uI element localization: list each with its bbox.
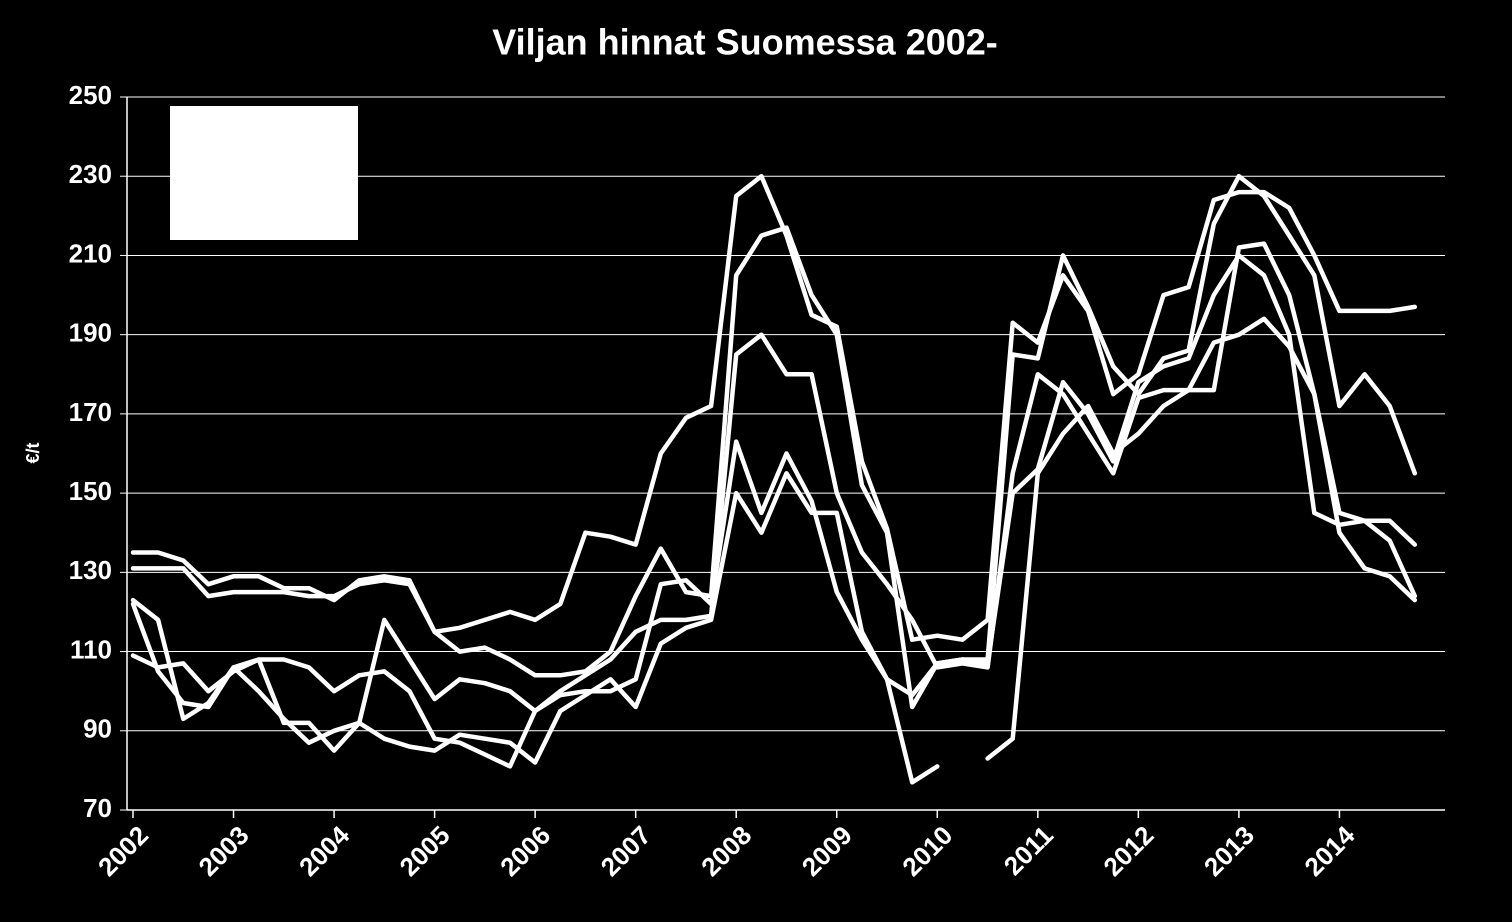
y-tick-label: 70 [83,793,112,823]
series-line [130,316,1418,753]
y-tick-label: 130 [69,555,112,585]
y-tick-label: 90 [83,714,112,744]
y-tick-label: 170 [69,397,112,427]
y-tick-label: 210 [69,238,112,268]
series-line [130,173,1418,710]
series-line [130,253,1418,769]
series-line [130,241,1418,785]
legend-box [170,106,358,240]
y-axis-label: €/t [23,442,43,463]
y-tick-label: 190 [69,318,112,348]
y-tick-label: 110 [70,634,112,664]
y-tick-label: 150 [69,476,112,506]
y-tick-label: 230 [69,159,112,189]
chart-title: Viljan hinnat Suomessa 2002- [492,22,998,63]
y-tick-label: 250 [69,80,112,110]
